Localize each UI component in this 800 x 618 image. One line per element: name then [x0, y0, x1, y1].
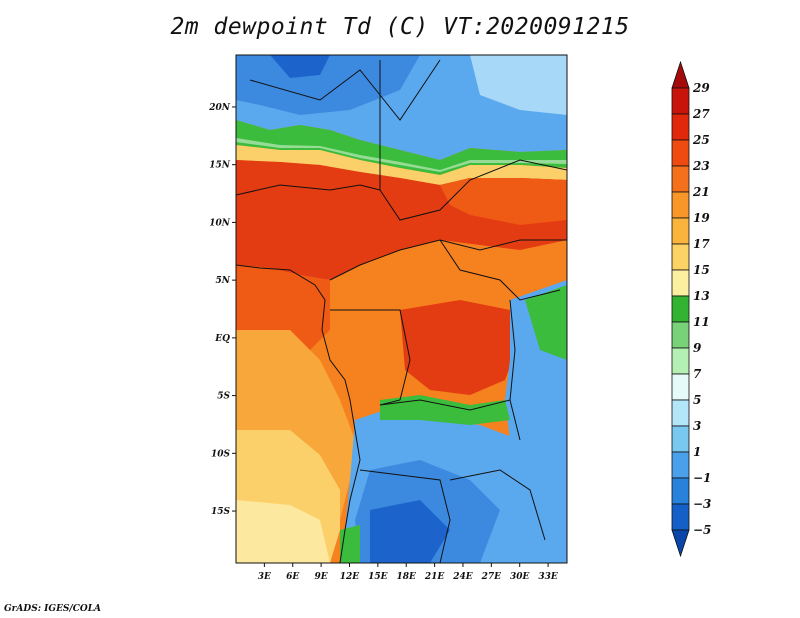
colorbar-bin	[671, 295, 690, 323]
colorbar-bin	[671, 321, 690, 349]
border-sahel	[236, 184, 381, 196]
colorbar-bin	[671, 217, 690, 245]
colorbar-top-arrow	[671, 60, 690, 89]
colorbar-level-label: −1	[693, 471, 711, 485]
border-gabon	[330, 309, 411, 406]
grads-credit: GrADS: IGES/COLA	[4, 604, 102, 614]
lat-tick-label: 10N	[209, 218, 231, 228]
colorbar: 29 27 25 23 21 19 17 15 13 11 9 7 5 3 1 −1 −3 −5	[671, 60, 711, 558]
field-south-green-band	[380, 395, 510, 425]
coastline	[236, 264, 361, 563]
colorbar-bin	[671, 243, 690, 271]
colorbar-level-label: 1	[693, 445, 701, 459]
colorbar-bin	[671, 165, 690, 193]
field-sahara-deepblue	[270, 55, 330, 78]
lon-tick-label: 30E	[510, 572, 530, 582]
lon-tick-label: 9E	[315, 572, 328, 582]
lon-tick-label: 18E	[397, 572, 417, 582]
colorbar-level-label: 21	[692, 185, 710, 199]
border-zambia	[449, 469, 546, 541]
colorbar-level-label: −5	[693, 523, 711, 537]
dewpoint-field	[236, 55, 567, 563]
field-sahel-yellow	[236, 145, 567, 185]
colorbar-bin	[671, 269, 690, 297]
colorbar-level-label: 9	[693, 341, 702, 355]
colorbar-level-label: 25	[692, 133, 710, 147]
lat-tick-label: 5N	[216, 276, 231, 286]
lon-tick-label: 6E	[286, 572, 299, 582]
colorbar-bin	[671, 113, 690, 141]
lon-tick-label: 33E	[538, 572, 558, 582]
longitude-axis: 3E 6E 9E 12E 15E 18E 21E 24E 27E 30E 33E	[258, 563, 558, 582]
lat-tick-label: 20N	[208, 103, 231, 113]
border-lakes	[509, 299, 516, 401]
latitude-axis: 20N 15N 10N 5N EQ 5S 10S 15S	[208, 103, 236, 517]
colorbar-level-label: −3	[693, 497, 711, 511]
lon-tick-label: 21E	[424, 572, 445, 582]
colorbar-bin	[671, 399, 690, 427]
colorbar-level-label: 13	[693, 289, 710, 303]
field-east-green	[525, 285, 567, 360]
field-ne-lightblue	[470, 55, 567, 115]
colorbar-bin	[671, 347, 690, 375]
colorbar-level-label: 7	[693, 367, 702, 381]
lon-tick-label: 3E	[258, 572, 271, 582]
colorbar-level-label: 17	[693, 237, 710, 251]
colorbar-level-label: 19	[693, 211, 710, 225]
colorbar-level-label: 5	[693, 393, 701, 407]
border-car	[439, 239, 561, 301]
colorbar-level-label: 3	[693, 419, 701, 433]
lat-tick-label: 5S	[217, 392, 230, 402]
field-sahara-midblue	[236, 55, 420, 115]
colorbar-level-label: 29	[692, 81, 710, 95]
lon-tick-label: 15E	[368, 572, 388, 582]
colorbar-bin	[671, 503, 690, 531]
field-congo-red	[400, 300, 520, 395]
field-south-deepblue	[370, 500, 450, 563]
lon-tick-label: 27E	[481, 572, 502, 582]
colorbar-level-label: 15	[693, 263, 710, 277]
field-atlantic-pale-yellow	[236, 500, 330, 563]
lat-tick-label: 15N	[209, 161, 231, 171]
colorbar-bottom-arrow	[671, 529, 690, 558]
colorbar-bin	[671, 139, 690, 167]
chart-title: 2m dewpoint Td (C) VT:2020091215	[170, 14, 630, 40]
colorbar-level-label: 27	[692, 107, 710, 121]
border-drc-south	[379, 399, 521, 441]
lat-tick-label: 10S	[211, 449, 231, 459]
borders	[236, 59, 567, 563]
lon-tick-label: 12E	[340, 572, 360, 582]
border-angola	[359, 469, 451, 563]
colorbar-bin	[671, 425, 690, 453]
map-frame	[235, 54, 568, 564]
field-east-orange-red	[440, 178, 567, 225]
field-southwest-green	[340, 525, 360, 563]
colorbar-bin	[671, 191, 690, 219]
colorbar-level-label: 23	[692, 159, 710, 173]
colorbar-bin	[671, 451, 690, 479]
lon-tick-label: 24E	[452, 572, 473, 582]
colorbar-bin	[671, 87, 690, 115]
lat-tick-label: 15S	[211, 507, 231, 517]
colorbar-level-label: 11	[693, 315, 710, 329]
field-sahel-lightgreen	[236, 138, 567, 172]
lat-tick-label: EQ	[214, 334, 230, 344]
border-north-1	[249, 59, 441, 121]
colorbar-bin	[671, 373, 690, 401]
colorbar-bin	[671, 477, 690, 505]
